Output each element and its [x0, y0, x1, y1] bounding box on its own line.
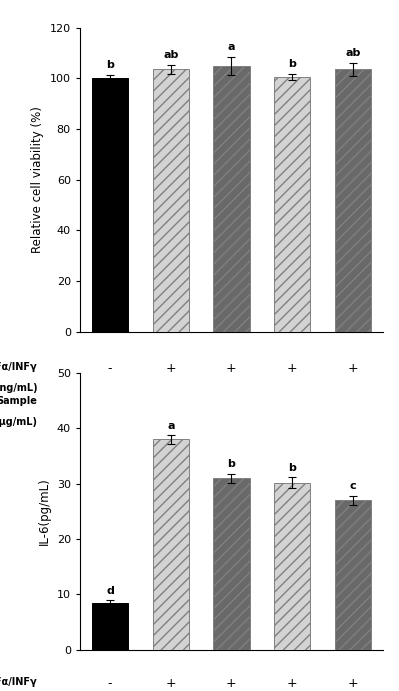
- Bar: [152, 70, 189, 332]
- Text: -: -: [108, 677, 113, 690]
- Text: a: a: [228, 42, 235, 53]
- Text: b: b: [288, 59, 296, 69]
- Text: b: b: [288, 463, 296, 473]
- Text: ab: ab: [163, 50, 178, 60]
- Text: b: b: [106, 59, 114, 70]
- Text: b: b: [227, 460, 235, 469]
- Bar: [213, 478, 250, 650]
- Text: Sample: Sample: [0, 395, 38, 406]
- Text: +: +: [166, 362, 176, 375]
- Text: ab: ab: [345, 48, 360, 58]
- Text: TNFα/INFγ: TNFα/INFγ: [0, 677, 38, 687]
- Text: -: -: [108, 395, 113, 408]
- Text: +: +: [166, 677, 176, 690]
- Bar: [334, 500, 371, 650]
- Bar: [92, 78, 128, 332]
- Text: TNFα/INFγ: TNFα/INFγ: [0, 362, 38, 372]
- Text: d: d: [106, 586, 114, 596]
- Text: (10 ng/mL): (10 ng/mL): [0, 384, 38, 393]
- Y-axis label: IL-6(pg/mL): IL-6(pg/mL): [38, 477, 51, 545]
- Y-axis label: Relative cell viability (%): Relative cell viability (%): [31, 106, 44, 253]
- Bar: [274, 482, 310, 650]
- Text: -: -: [108, 362, 113, 375]
- Bar: [92, 603, 128, 650]
- Bar: [213, 66, 250, 332]
- Text: NP: NP: [285, 423, 299, 433]
- Text: Silymarin: Silymarin: [207, 423, 256, 433]
- Text: 200: 200: [282, 395, 302, 406]
- Text: a: a: [167, 421, 174, 430]
- Bar: [152, 439, 189, 650]
- Text: +: +: [226, 362, 237, 375]
- Text: +: +: [287, 362, 297, 375]
- Text: +: +: [348, 362, 358, 375]
- Text: c: c: [350, 482, 356, 491]
- Text: 200: 200: [343, 395, 363, 406]
- Bar: [274, 77, 310, 332]
- Text: +: +: [226, 677, 237, 690]
- Text: 12.5: 12.5: [220, 395, 243, 406]
- Text: FP: FP: [347, 423, 359, 433]
- Text: (μg/mL): (μg/mL): [0, 417, 38, 427]
- Text: -: -: [168, 395, 173, 408]
- Text: +: +: [348, 677, 358, 690]
- Text: +: +: [287, 677, 297, 690]
- Bar: [334, 70, 371, 332]
